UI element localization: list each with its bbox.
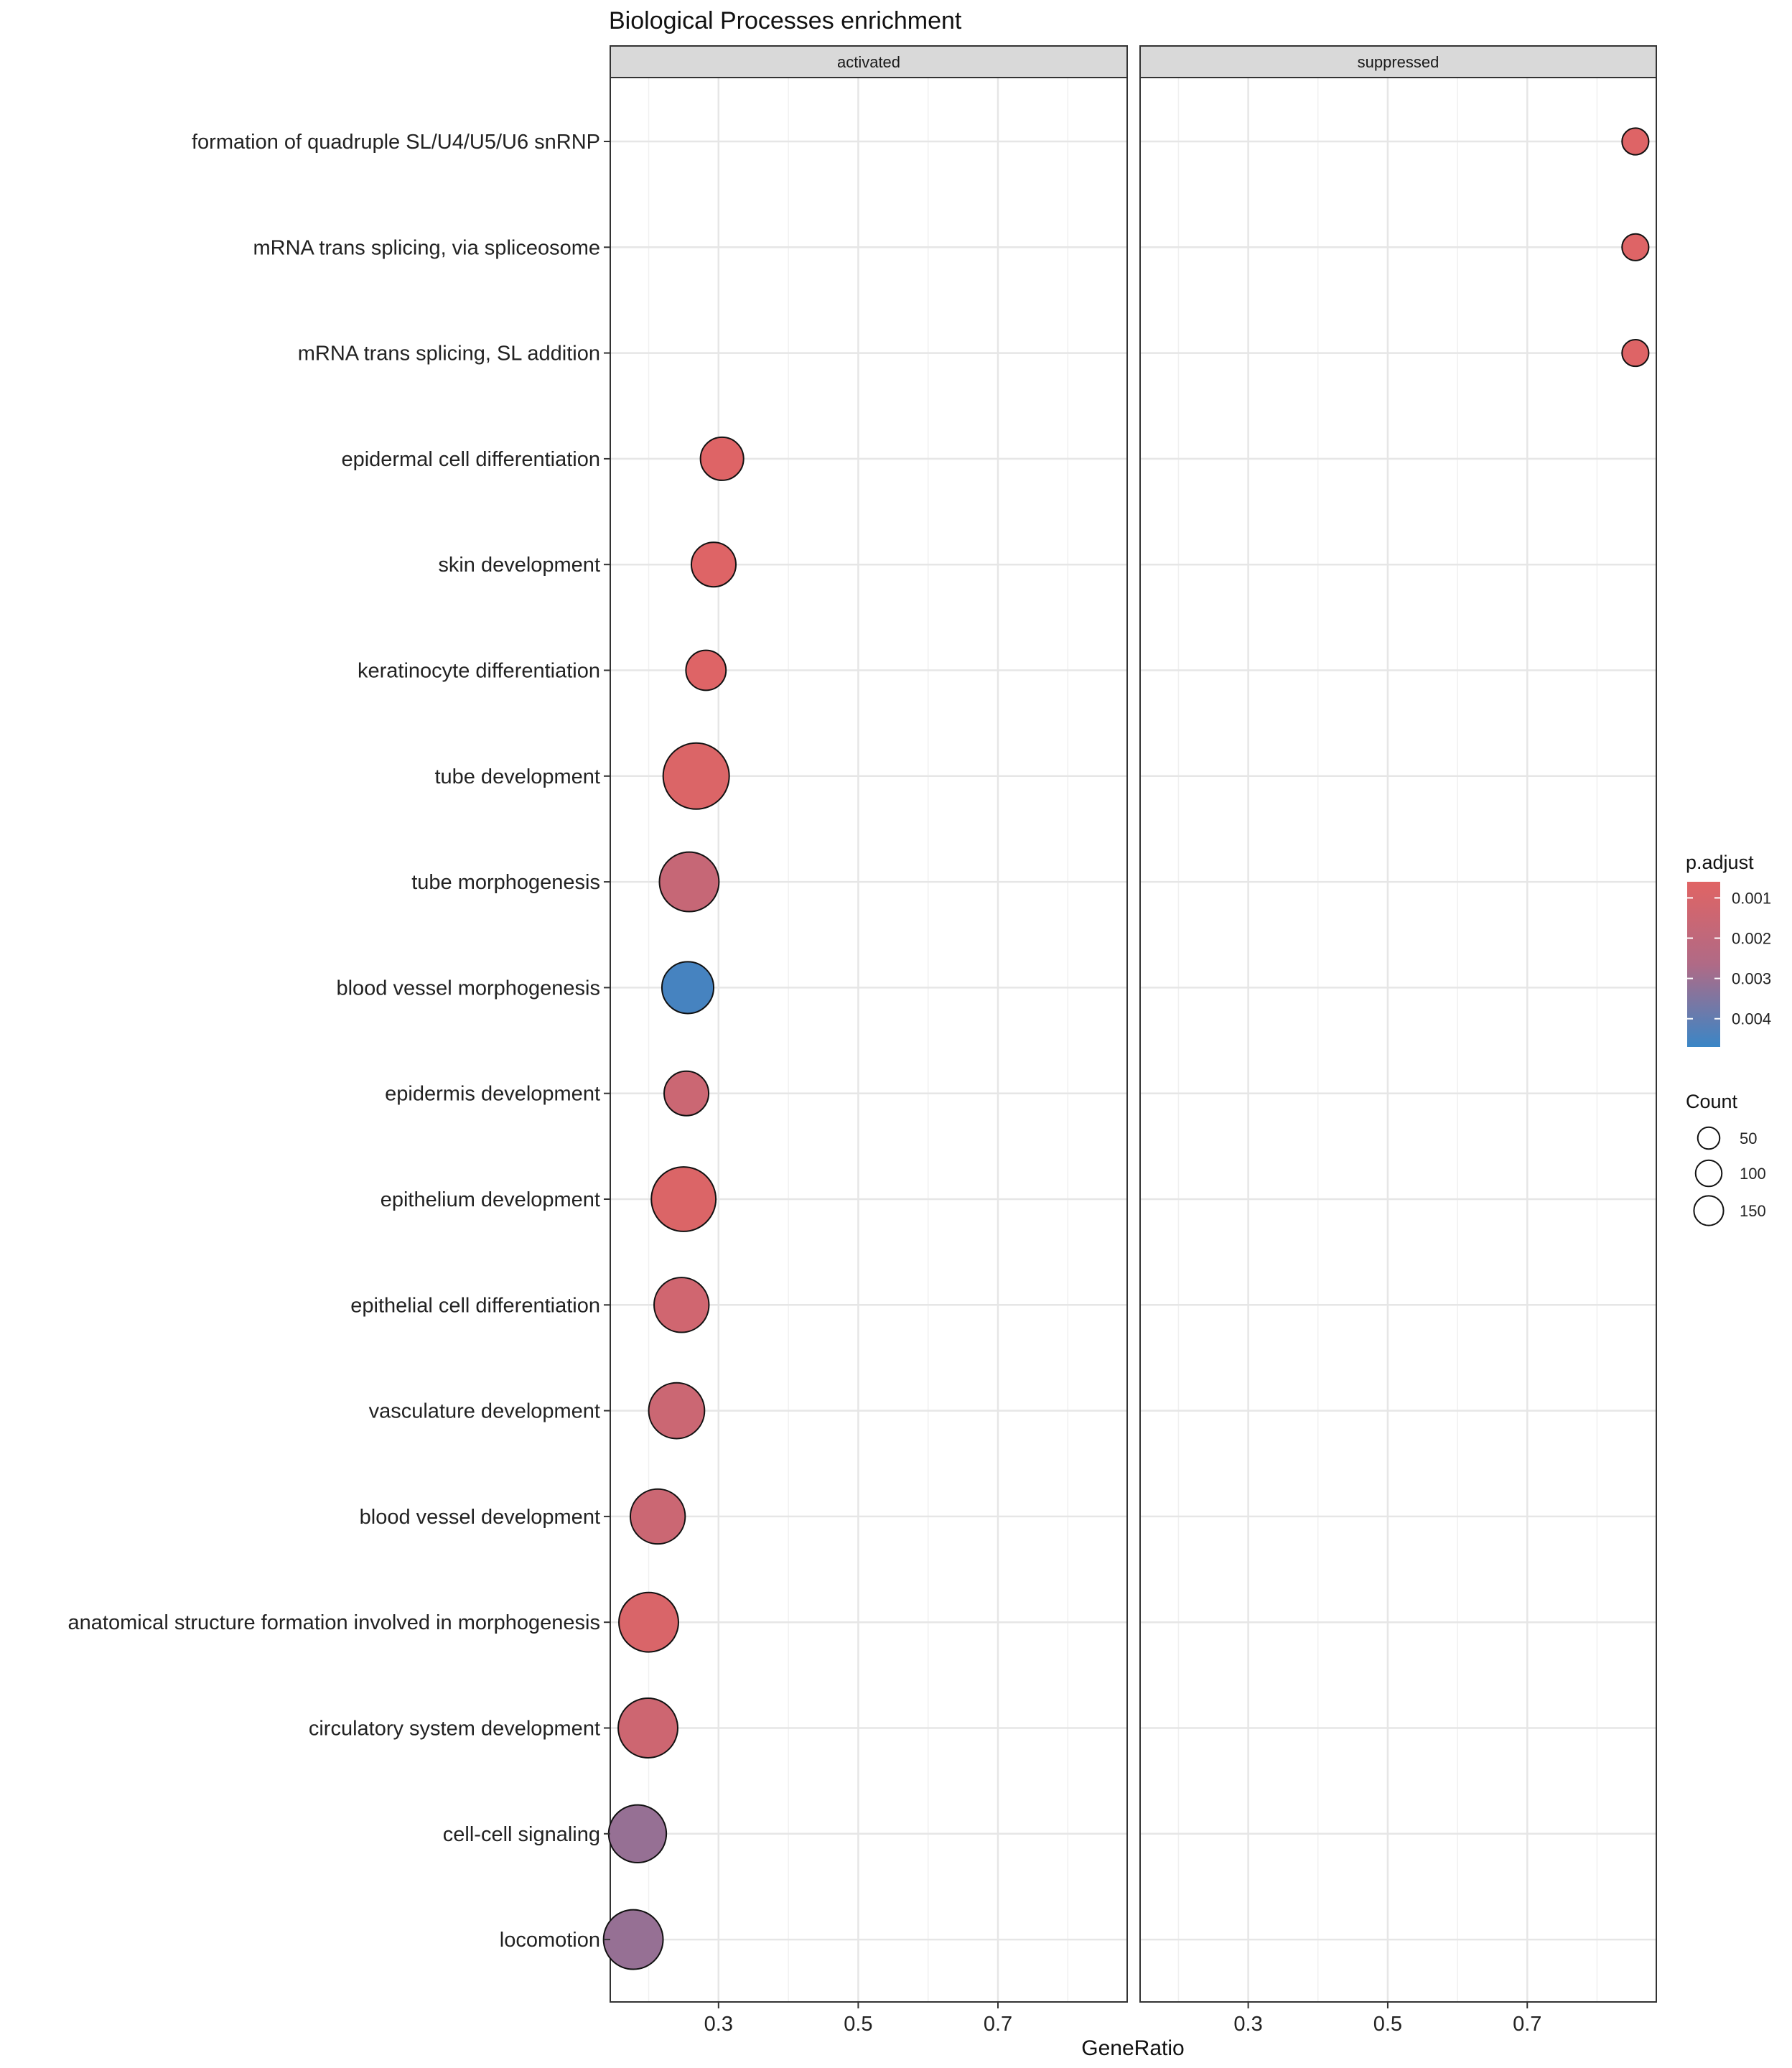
count-legend: Count 50 100 150 [1686,1091,1766,1226]
panel-border [610,77,1128,2003]
data-point [658,851,720,913]
panel-background [1140,78,1656,2002]
x-tick-label: 0.3 [1233,2013,1262,2036]
y-tick-label: locomotion [500,1929,600,1952]
y-tick-label: tube morphogenesis [411,871,600,894]
size-legend-circle [1693,1195,1725,1226]
colorbar-tick-label: 0.001 [1732,889,1771,907]
y-tick-label: vasculature development [369,1400,600,1423]
data-point [653,1277,710,1333]
data-point [607,1804,668,1863]
p-adjust-legend: p.adjust 0.001 0.002 0.003 0.004 [1686,852,1771,1047]
y-tick-label: blood vessel morphogenesis [336,977,600,1000]
size-legend-label: 50 [1740,1130,1757,1147]
y-tick-label: epidermis development [385,1083,600,1106]
data-point [1621,127,1650,156]
x-tick-label: 0.7 [984,2013,1012,2036]
size-legend-label: 100 [1740,1165,1766,1183]
facet-strip [610,45,1128,78]
data-point [699,436,745,481]
y-tick-label: epithelial cell differentiation [350,1294,600,1317]
size-legend-label: 150 [1740,1202,1766,1220]
colorbar-tick-label: 0.003 [1732,970,1771,988]
facet-panel-suppressed: suppressed 0.3 0.5 0.7 [1139,45,1657,2036]
facet-strip-label: activated [837,53,900,71]
data-point [629,1488,686,1545]
data-point [663,1070,710,1117]
y-tick-label: anatomical structure formation involved … [68,1611,600,1634]
chart-title: Biological Processes enrichment [609,7,962,34]
data-point [650,1166,717,1232]
y-tick-label: circulatory system development [309,1718,600,1741]
facet-strip-label: suppressed [1358,53,1439,71]
y-tick-label: epithelium development [381,1188,600,1211]
data-point [602,1909,664,1970]
y-tick-label: mRNA trans splicing, via spliceosome [253,236,600,259]
data-point [648,1382,706,1440]
data-point [685,649,727,691]
y-tick-label: formation of quadruple SL/U4/U5/U6 snRNP [192,131,600,154]
y-tick-label: tube development [434,765,600,788]
x-tick-label: 0.7 [1513,2013,1541,2036]
data-point [690,541,737,588]
y-tick-label: epidermal cell differentiation [341,448,600,471]
count-legend-title: Count [1686,1091,1738,1112]
colorbar-tick-label: 0.002 [1732,930,1771,948]
panel-background [610,78,1127,2002]
y-tick-label: skin development [438,554,600,577]
data-point [1621,233,1650,261]
size-legend-circle [1694,1159,1723,1188]
y-tick-label: mRNA trans splicing, SL addition [298,343,600,365]
p-adjust-colorbar [1687,882,1720,1047]
y-tick-label: cell-cell signaling [443,1823,600,1846]
p-adjust-legend-title: p.adjust [1686,852,1754,873]
panel-border [1139,77,1657,2003]
x-axis-label: GeneRatio [1081,2036,1184,2060]
colorbar-tick-label: 0.004 [1732,1010,1771,1028]
x-tick-label: 0.5 [844,2013,872,2036]
data-point [661,961,715,1015]
data-point [1621,339,1650,368]
data-point [662,742,730,810]
data-point [617,1697,678,1759]
x-tick-label: 0.5 [1373,2013,1402,2036]
y-tick-label: keratinocyte differentiation [358,660,600,683]
size-legend-circle [1697,1126,1721,1150]
x-tick-label: 0.3 [704,2013,733,2036]
data-point [618,1591,679,1653]
facet-panel-activated: activated 0.3 0.5 0.7 [602,45,1128,2036]
y-tick-label: blood vessel development [360,1506,600,1529]
